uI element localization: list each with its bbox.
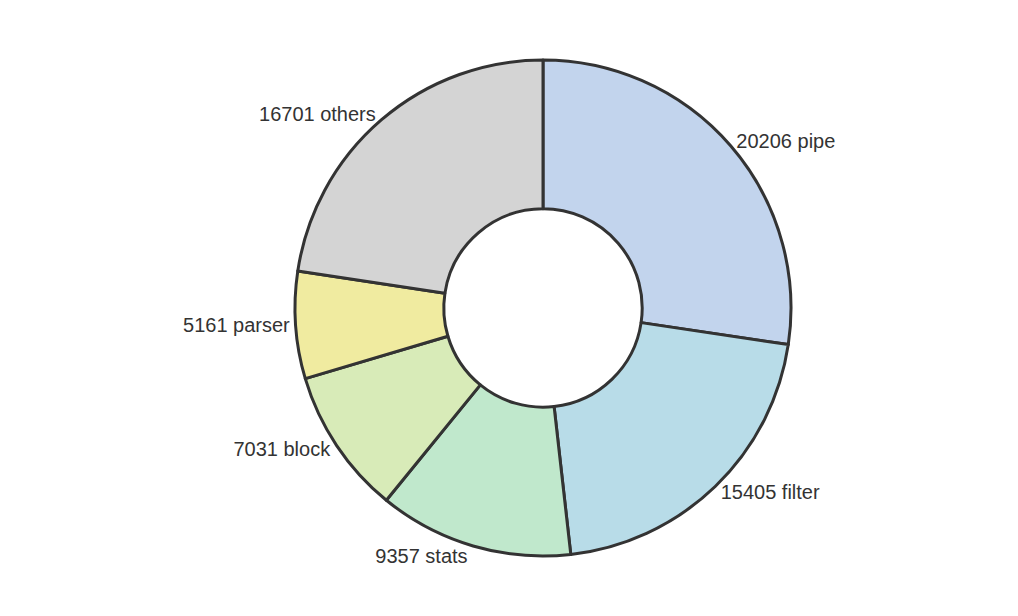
svg-text:16701 others: 16701 others [259, 103, 376, 125]
svg-text:7031 block: 7031 block [233, 438, 331, 460]
svg-text:15405 filter: 15405 filter [721, 481, 820, 503]
svg-text:5161 parser: 5161 parser [183, 314, 290, 336]
svg-text:20206 pipe: 20206 pipe [736, 130, 835, 152]
svg-text:9357 stats: 9357 stats [375, 545, 467, 567]
